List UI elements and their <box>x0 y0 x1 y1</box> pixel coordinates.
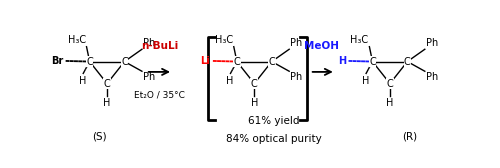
Text: MeOH: MeOH <box>304 41 339 51</box>
Text: H: H <box>104 98 111 108</box>
Text: H: H <box>386 98 394 108</box>
Text: Ph: Ph <box>290 38 302 48</box>
Text: C: C <box>121 57 128 67</box>
Text: (R): (R) <box>402 132 417 142</box>
Text: C: C <box>104 79 110 89</box>
Text: Ph: Ph <box>142 38 155 48</box>
Text: H: H <box>226 76 234 86</box>
Text: C: C <box>234 57 240 67</box>
Text: n-BuLi: n-BuLi <box>141 41 178 51</box>
Text: Ph: Ph <box>426 72 438 82</box>
Text: Et₂O / 35°C: Et₂O / 35°C <box>134 91 185 100</box>
Text: C: C <box>369 57 376 67</box>
Text: C: C <box>86 57 93 67</box>
Text: Ph: Ph <box>290 72 302 82</box>
Text: C: C <box>268 57 275 67</box>
Text: H₃C: H₃C <box>350 35 368 45</box>
Text: 61% yield: 61% yield <box>248 116 300 126</box>
Text: Li: Li <box>200 56 210 66</box>
Text: C: C <box>251 79 258 89</box>
Text: C: C <box>386 79 394 89</box>
Text: (S): (S) <box>92 132 106 142</box>
Text: H₃C: H₃C <box>215 35 233 45</box>
Text: Br: Br <box>50 56 63 66</box>
Text: 84% optical purity: 84% optical purity <box>226 134 322 144</box>
Text: H₃C: H₃C <box>68 35 86 45</box>
Text: Ph: Ph <box>142 72 155 82</box>
Text: C: C <box>404 57 410 67</box>
Text: H: H <box>250 98 258 108</box>
Text: H: H <box>338 56 346 66</box>
Text: Ph: Ph <box>426 38 438 48</box>
Text: H: H <box>362 76 369 86</box>
Text: H: H <box>79 76 86 86</box>
